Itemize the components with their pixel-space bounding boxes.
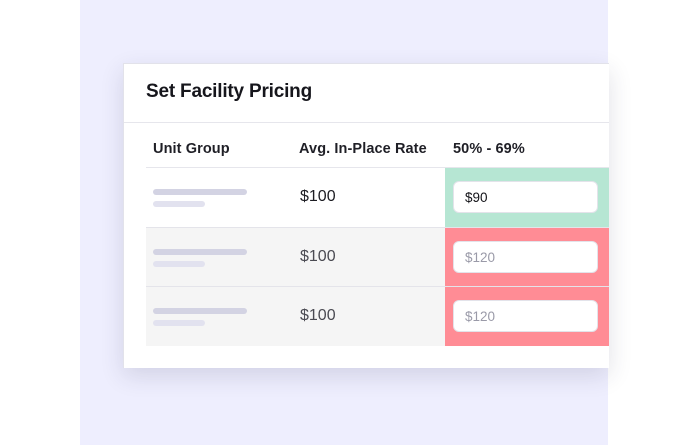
row-divider (146, 286, 609, 287)
unit-group-placeholder-line (153, 320, 205, 326)
table-row: $100 (146, 287, 609, 346)
pricing-card: Set Facility Pricing Unit Group Avg. In-… (123, 63, 609, 368)
price-input[interactable] (453, 181, 598, 213)
unit-group-placeholder-line (153, 189, 247, 195)
unit-group-placeholder-line (153, 201, 205, 207)
column-header-unit-group: Unit Group (153, 141, 230, 157)
unit-group-placeholder-line (153, 249, 247, 255)
column-header-range: 50% - 69% (453, 141, 525, 157)
table-row: $100 (146, 228, 609, 287)
title-divider (124, 122, 609, 123)
price-cell (445, 228, 609, 287)
header-divider (146, 167, 609, 168)
price-cell (445, 168, 609, 227)
price-cell (445, 287, 609, 346)
unit-group-placeholder-line (153, 308, 247, 314)
unit-group-placeholder-line (153, 261, 205, 267)
price-input[interactable] (453, 241, 598, 273)
column-header-avg-rate: Avg. In-Place Rate (299, 141, 427, 157)
avg-rate-cell: $100 (300, 248, 336, 265)
avg-rate-cell: $100 (300, 188, 336, 205)
avg-rate-cell: $100 (300, 307, 336, 324)
table-row: $100 (146, 168, 609, 227)
price-input[interactable] (453, 300, 598, 332)
card-title: Set Facility Pricing (146, 81, 312, 102)
row-divider (146, 227, 609, 228)
